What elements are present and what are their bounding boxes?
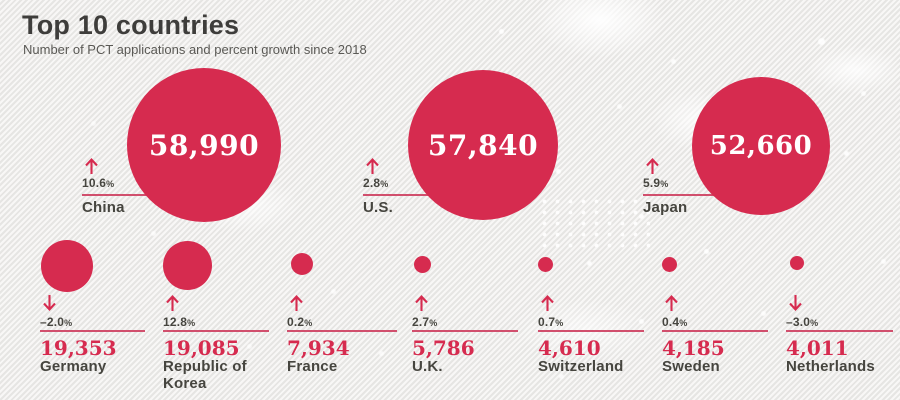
country-name: U.K.	[412, 358, 443, 375]
country-name: France	[287, 358, 338, 375]
country-name: China	[82, 199, 125, 216]
growth-value: 10.6	[82, 176, 107, 190]
label-rule	[412, 330, 518, 332]
label-rule	[538, 330, 644, 332]
country-name: Netherlands	[786, 358, 875, 375]
percent-sign: %	[555, 318, 564, 328]
arrow-up-icon	[84, 158, 99, 175]
arrow-down-icon	[788, 294, 803, 311]
growth-label: –2.0%	[40, 315, 72, 329]
growth-value: 5.9	[643, 176, 661, 190]
growth-label: 0.7%	[538, 315, 564, 329]
page-subtitle: Number of PCT applications and percent g…	[23, 42, 367, 57]
background-speckles	[0, 0, 3, 3]
applications-value: 19,085	[163, 336, 240, 360]
country-name: Republic of Korea	[163, 358, 247, 392]
country-name: Sweden	[662, 358, 720, 375]
country-bubble: 52,660	[692, 77, 830, 215]
page-title: Top 10 countries	[22, 10, 240, 40]
growth-label: 10.6%	[82, 176, 114, 190]
applications-value: 58,990	[148, 128, 260, 162]
applications-value: 5,786	[412, 336, 475, 360]
percent-sign: %	[679, 318, 688, 328]
country-name: Switzerland	[538, 358, 624, 375]
percent-sign: %	[304, 318, 313, 328]
percent-sign: %	[660, 179, 669, 189]
growth-label: 0.2%	[287, 315, 313, 329]
growth-value: 12.8	[163, 315, 188, 329]
country-bubble	[41, 240, 93, 292]
arrow-up-icon	[289, 295, 304, 312]
country-bubble: 57,840	[408, 70, 558, 220]
growth-label: –3.0%	[786, 315, 818, 329]
arrow-up-icon	[645, 158, 660, 175]
growth-value: 0.7	[538, 315, 556, 329]
country-bubble	[414, 256, 431, 273]
applications-value: 4,011	[786, 336, 849, 360]
growth-value: 0.2	[287, 315, 305, 329]
percent-sign: %	[106, 179, 115, 189]
applications-value: 7,934	[287, 336, 350, 360]
arrow-down-icon	[42, 294, 57, 311]
country-name: U.S.	[363, 199, 393, 216]
label-rule	[40, 330, 145, 332]
growth-label: 0.4%	[662, 315, 688, 329]
growth-label: 2.7%	[412, 315, 438, 329]
arrow-up-icon	[365, 158, 380, 175]
percent-sign: %	[810, 318, 819, 328]
country-bubble	[790, 256, 804, 270]
applications-value: 52,660	[709, 131, 813, 161]
percent-sign: %	[187, 318, 196, 328]
label-rule	[287, 330, 397, 332]
growth-value: –2.0	[40, 315, 65, 329]
country-bubble	[662, 257, 677, 272]
background-texture-dots	[538, 196, 650, 252]
growth-value: 0.4	[662, 315, 680, 329]
country-name: Japan	[643, 199, 688, 216]
country-bubble: 58,990	[127, 68, 281, 222]
arrow-up-icon	[540, 295, 555, 312]
percent-sign: %	[429, 318, 438, 328]
arrow-up-icon	[414, 295, 429, 312]
label-rule	[662, 330, 768, 332]
country-bubble	[291, 253, 313, 275]
country-name: Germany	[40, 358, 107, 375]
applications-value: 19,353	[40, 336, 117, 360]
applications-value: 4,185	[662, 336, 725, 360]
growth-label: 12.8%	[163, 315, 195, 329]
percent-sign: %	[64, 318, 73, 328]
applications-value: 4,610	[538, 336, 601, 360]
arrow-up-icon	[165, 295, 180, 312]
arrow-up-icon	[664, 295, 679, 312]
growth-label: 2.8%	[363, 176, 389, 190]
applications-value: 57,840	[427, 128, 539, 162]
label-rule	[163, 330, 269, 332]
country-bubble	[538, 257, 553, 272]
growth-value: 2.7	[412, 315, 430, 329]
growth-label: 5.9%	[643, 176, 669, 190]
label-rule	[786, 330, 893, 332]
growth-value: –3.0	[786, 315, 811, 329]
country-bubble	[163, 241, 212, 290]
growth-value: 2.8	[363, 176, 381, 190]
percent-sign: %	[380, 179, 389, 189]
